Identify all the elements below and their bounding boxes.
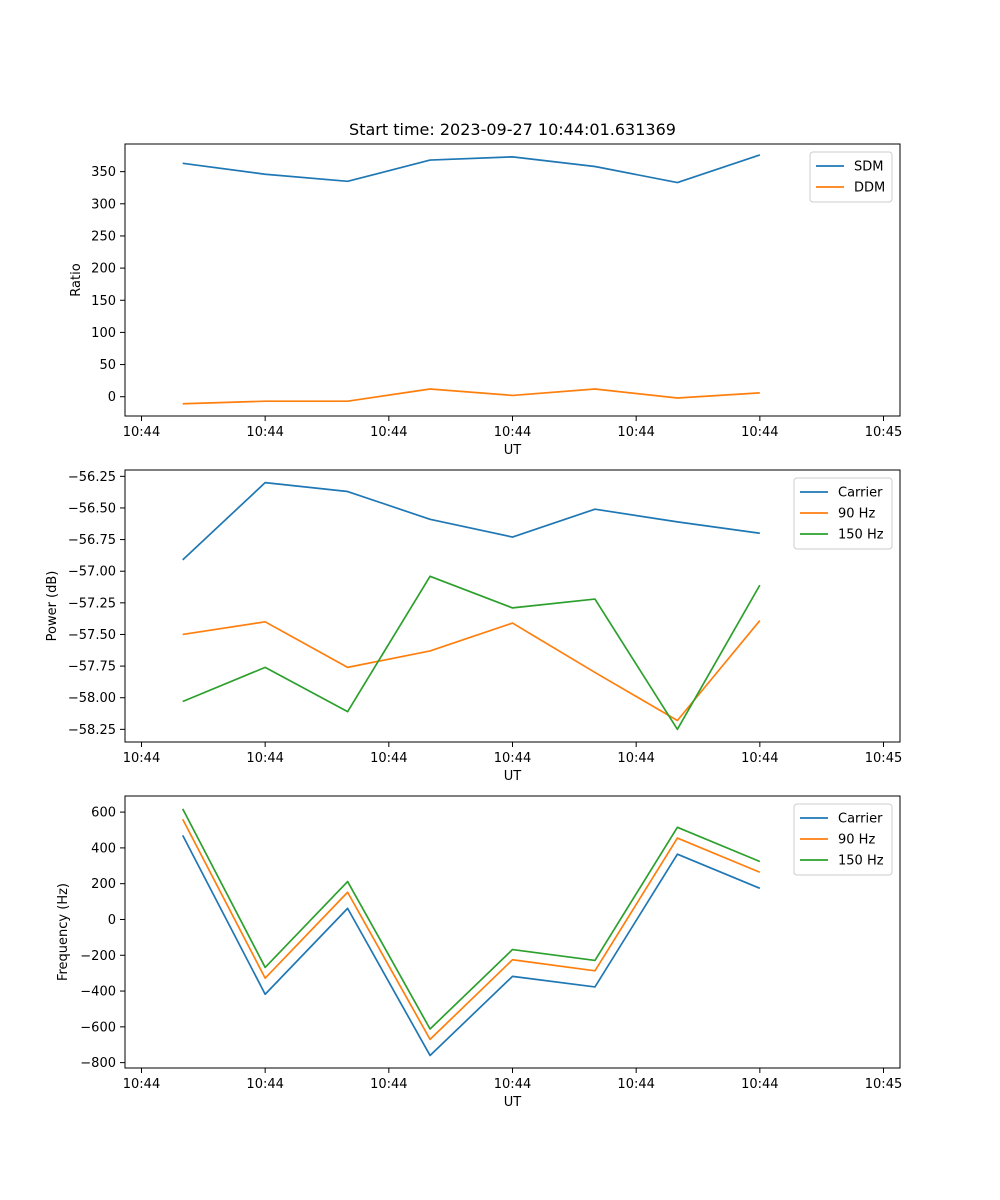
y-tick-label: −56.50 [68,501,116,516]
x-axis-label: UT [504,1095,522,1110]
y-tick-label: −600 [80,1020,116,1035]
y-tick-label: 250 [91,229,116,244]
x-tick-label: 10:45 [865,425,902,440]
y-tick-label: 200 [91,877,116,892]
x-tick-label: 10:44 [370,425,407,440]
legend: Carrier 90 Hz 150 Hz [793,477,893,550]
legend-entry: Carrier [838,812,883,827]
series-line-carrier [182,481,760,561]
series-line-90-hz [181,818,761,1041]
panel-2: 10:44 10:44 10:44 10:44 10:44 10:44 10:45 −58.2… [45,469,902,784]
legend-entry: Carrier [838,486,883,501]
x-tick-label: 10:44 [741,751,778,766]
y-tick-label: 200 [91,262,116,277]
y-tick-label: 300 [91,197,116,212]
x-tick-label: 10:44 [741,425,778,440]
legend-box [793,803,893,876]
x-tick-label: 10:44 [123,751,160,766]
legend: Carrier 90 Hz 150 Hz [793,803,893,876]
y-tick-label: −57.00 [68,565,116,580]
legend-entry: 150 Hz [838,854,884,869]
y-tick-label: −57.75 [68,660,116,675]
axes-frame [124,795,901,1069]
y-tick-label: 350 [91,165,116,180]
panels: 10:44 10:44 10:44 10:44 10:44 10:44 10:45 0 50 10… [45,120,902,1110]
y-tick-label: −56.25 [68,470,116,485]
x-tick-label: 10:44 [494,751,531,766]
series-line-150-hz [182,575,761,731]
y-tick-label: −58.00 [68,691,116,706]
x-tick-label: 10:44 [246,425,283,440]
y-tick-label: −58.25 [68,723,116,738]
chart-title: Start time: 2023-09-27 10:44:01.631369 [349,120,676,139]
y-axis-label: Ratio [69,263,84,296]
legend-entry: 90 Hz [838,507,875,522]
y-tick-label: 50 [99,358,116,373]
axes-frame [124,143,901,417]
x-tick-label: 10:44 [617,425,654,440]
x-tick-label: 10:44 [494,425,531,440]
x-tick-label: 10:44 [123,425,160,440]
y-tick-label: 100 [91,326,116,341]
y-tick-label: −800 [80,1056,116,1071]
legend: SDM DDM [809,151,893,203]
y-tick-label: −57.25 [68,596,116,611]
legend-entry: 150 Hz [838,528,884,543]
series-line-carrier [181,834,761,1057]
y-tick-label: −57.50 [68,628,116,643]
legend-entry: SDM [854,160,883,175]
y-tick-label: 0 [108,913,116,928]
panel-3: 10:44 10:44 10:44 10:44 10:44 10:44 10:45 −800 −… [56,795,902,1110]
y-tick-label: −200 [80,949,116,964]
y-tick-label: 150 [91,294,116,309]
x-tick-label: 10:44 [246,1077,283,1092]
legend-box [809,151,893,203]
y-axis-label: Frequency (Hz) [56,883,71,981]
legend-box [793,477,893,550]
x-tick-label: 10:44 [494,1077,531,1092]
x-axis-label: UT [504,769,522,784]
x-tick-label: 10:44 [246,751,283,766]
series-line-sdm [182,154,761,184]
y-tick-label: −56.75 [68,533,116,548]
x-tick-label: 10:44 [370,1077,407,1092]
legend-entry: DDM [854,181,885,196]
x-tick-label: 10:44 [617,1077,654,1092]
axes-frame [124,469,901,743]
series-line-ddm [182,388,760,405]
legend-entry: 90 Hz [838,833,875,848]
series-line-90-hz [182,620,761,722]
series-line-150-hz [181,808,761,1030]
y-tick-label: 600 [91,806,116,821]
panel-1: 10:44 10:44 10:44 10:44 10:44 10:44 10:45 0 50 10… [69,120,902,458]
x-tick-label: 10:45 [865,751,902,766]
x-tick-label: 10:44 [370,751,407,766]
y-axis-label: Power (dB) [45,571,60,642]
x-tick-label: 10:44 [123,1077,160,1092]
x-tick-label: 10:45 [865,1077,902,1092]
x-tick-label: 10:44 [617,751,654,766]
y-tick-label: −400 [80,985,116,1000]
y-tick-label: 0 [108,390,116,405]
y-tick-label: 400 [91,841,116,856]
x-axis-label: UT [504,443,522,458]
x-tick-label: 10:44 [741,1077,778,1092]
